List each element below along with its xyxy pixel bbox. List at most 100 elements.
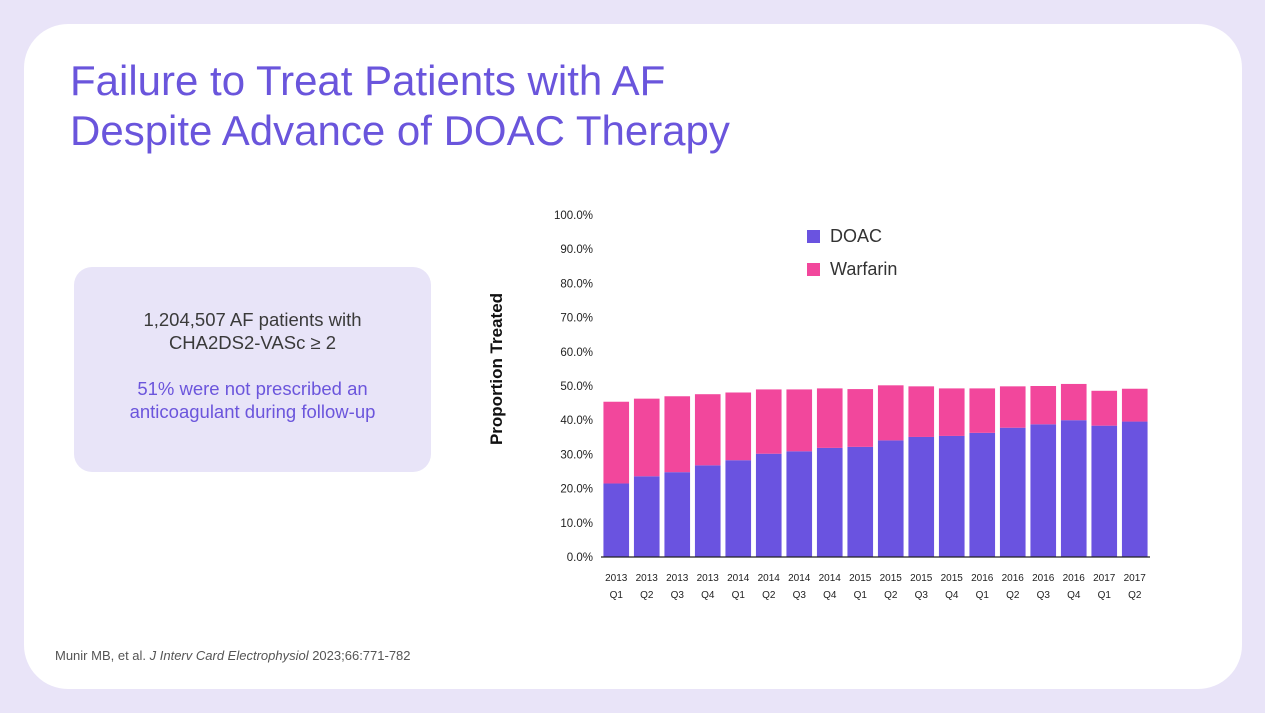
- bar-doac: [999, 427, 1026, 557]
- x-tick-quarter: Q2: [1006, 590, 1020, 601]
- bar-doac: [1060, 420, 1087, 557]
- bar-doac: [1121, 421, 1148, 557]
- bar-doac: [1030, 424, 1057, 557]
- not-prescribed-text: 51% were not prescribed an: [137, 378, 368, 399]
- x-tick-quarter: Q3: [915, 590, 929, 601]
- citation: Munir MB, et al. J Interv Card Electroph…: [55, 648, 411, 663]
- bar-doac: [847, 446, 874, 557]
- legend-label-warfarin: Warfarin: [830, 259, 897, 279]
- bar-warfarin: [725, 392, 752, 461]
- bar-doac: [938, 435, 965, 557]
- x-tick-year: 2013: [605, 573, 628, 584]
- y-tick-label: 10.0%: [560, 518, 593, 530]
- bar-warfarin: [816, 388, 843, 448]
- y-tick-label: 80.0%: [560, 278, 593, 290]
- x-tick-quarter: Q1: [854, 590, 868, 601]
- x-tick-quarter: Q1: [732, 590, 746, 601]
- bar-warfarin: [1060, 383, 1087, 421]
- x-tick-year: 2016: [1002, 573, 1025, 584]
- y-tick-label: 50.0%: [560, 381, 593, 393]
- x-tick-quarter: Q3: [671, 590, 685, 601]
- y-tick-label: 70.0%: [560, 313, 593, 325]
- x-tick-quarter: Q3: [793, 590, 807, 601]
- stacked-bar-chart: 0.0% 10.0% 20.0% 30.0% 40.0% 50.0% 60.0% 70.0% 8…: [554, 210, 1150, 601]
- bar-warfarin: [877, 385, 904, 441]
- legend-swatch-doac: [807, 230, 820, 243]
- x-tick-year: 2015: [880, 573, 903, 584]
- x-tick-year: 2014: [819, 573, 842, 584]
- y-tick-label: 60.0%: [560, 347, 593, 359]
- citation-details: 2023;66:771-782: [308, 648, 411, 663]
- x-tick-year: 2014: [788, 573, 811, 584]
- legend-label-doac: DOAC: [830, 226, 882, 246]
- x-tick-quarter: Q1: [976, 590, 990, 601]
- x-tick-quarter: Q4: [945, 590, 959, 601]
- bar-warfarin: [938, 388, 965, 436]
- bar-doac: [664, 472, 691, 557]
- x-tick-quarter: Q2: [884, 590, 898, 601]
- bar-doac: [786, 451, 813, 557]
- y-tick-label: 0.0%: [567, 552, 593, 564]
- bar-doac: [725, 460, 752, 557]
- legend-swatch-warfarin: [807, 263, 820, 276]
- bar-warfarin: [908, 386, 935, 437]
- bar-doac: [908, 436, 935, 557]
- cha2ds2-vasc-text: CHA2DS2-VASc ≥ 2: [168, 332, 337, 353]
- bar-doac: [877, 440, 904, 557]
- y-tick-label: 90.0%: [560, 244, 593, 256]
- x-tick-quarter: Q4: [701, 590, 715, 601]
- x-tick-quarter: Q1: [1098, 590, 1112, 601]
- slide-title: Failure to Treat Patients with AF Despit…: [70, 56, 730, 156]
- bar-warfarin: [847, 389, 874, 447]
- x-tick-year: 2015: [849, 573, 872, 584]
- title-line-2: Despite Advance of DOAC Therapy: [70, 107, 730, 154]
- x-tick-year: 2013: [697, 573, 720, 584]
- bar-doac: [816, 447, 843, 557]
- bar-doac: [969, 432, 996, 557]
- x-tick-year: 2014: [727, 573, 750, 584]
- bar-warfarin: [633, 398, 660, 477]
- x-tick-year: 2017: [1124, 573, 1147, 584]
- x-tick-quarter: Q4: [1067, 590, 1081, 601]
- bar-doac: [633, 476, 660, 557]
- bar-warfarin: [694, 394, 721, 466]
- x-tick-quarter: Q3: [1037, 590, 1051, 601]
- bar-warfarin: [1121, 388, 1148, 422]
- bar-doac: [1091, 425, 1118, 557]
- citation-journal: J Interv Card Electrophysiol: [149, 648, 309, 663]
- bar-doac: [694, 465, 721, 557]
- x-tick-year: 2017: [1093, 573, 1116, 584]
- bar-warfarin: [999, 386, 1026, 428]
- bar-warfarin: [664, 396, 691, 473]
- bar-warfarin: [755, 389, 782, 454]
- title-line-1: Failure to Treat Patients with AF: [70, 57, 666, 104]
- summary-box: 1,204,507 AF patients with CHA2DS2-VASc …: [74, 267, 431, 472]
- x-tick-quarter: Q2: [1128, 590, 1142, 601]
- x-tick-year: 2016: [971, 573, 994, 584]
- x-tick-quarter: Q2: [640, 590, 654, 601]
- x-tick-year: 2013: [636, 573, 659, 584]
- x-tick-year: 2014: [758, 573, 781, 584]
- y-tick-label: 20.0%: [560, 484, 593, 496]
- bar-warfarin: [603, 401, 630, 484]
- bar-warfarin: [969, 388, 996, 433]
- x-tick-year: 2013: [666, 573, 689, 584]
- x-tick-year: 2016: [1032, 573, 1055, 584]
- x-tick-year: 2015: [910, 573, 933, 584]
- bar-warfarin: [786, 389, 813, 452]
- y-axis-label: Proportion Treated: [487, 292, 506, 446]
- bar-doac: [755, 453, 782, 557]
- y-tick-label: 40.0%: [560, 415, 593, 427]
- x-tick-year: 2015: [941, 573, 964, 584]
- follow-up-text: anticoagulant during follow-up: [129, 401, 376, 422]
- citation-authors: Munir MB, et al.: [55, 648, 150, 663]
- x-tick-year: 2016: [1063, 573, 1086, 584]
- y-tick-label: 100.0%: [554, 210, 593, 222]
- x-tick-quarter: Q4: [823, 590, 837, 601]
- bar-doac: [603, 483, 630, 557]
- patient-count-text: 1,204,507 AF patients with: [143, 309, 362, 330]
- x-tick-quarter: Q2: [762, 590, 776, 601]
- bar-warfarin: [1030, 386, 1057, 425]
- y-tick-label: 30.0%: [560, 449, 593, 461]
- x-tick-quarter: Q1: [610, 590, 624, 601]
